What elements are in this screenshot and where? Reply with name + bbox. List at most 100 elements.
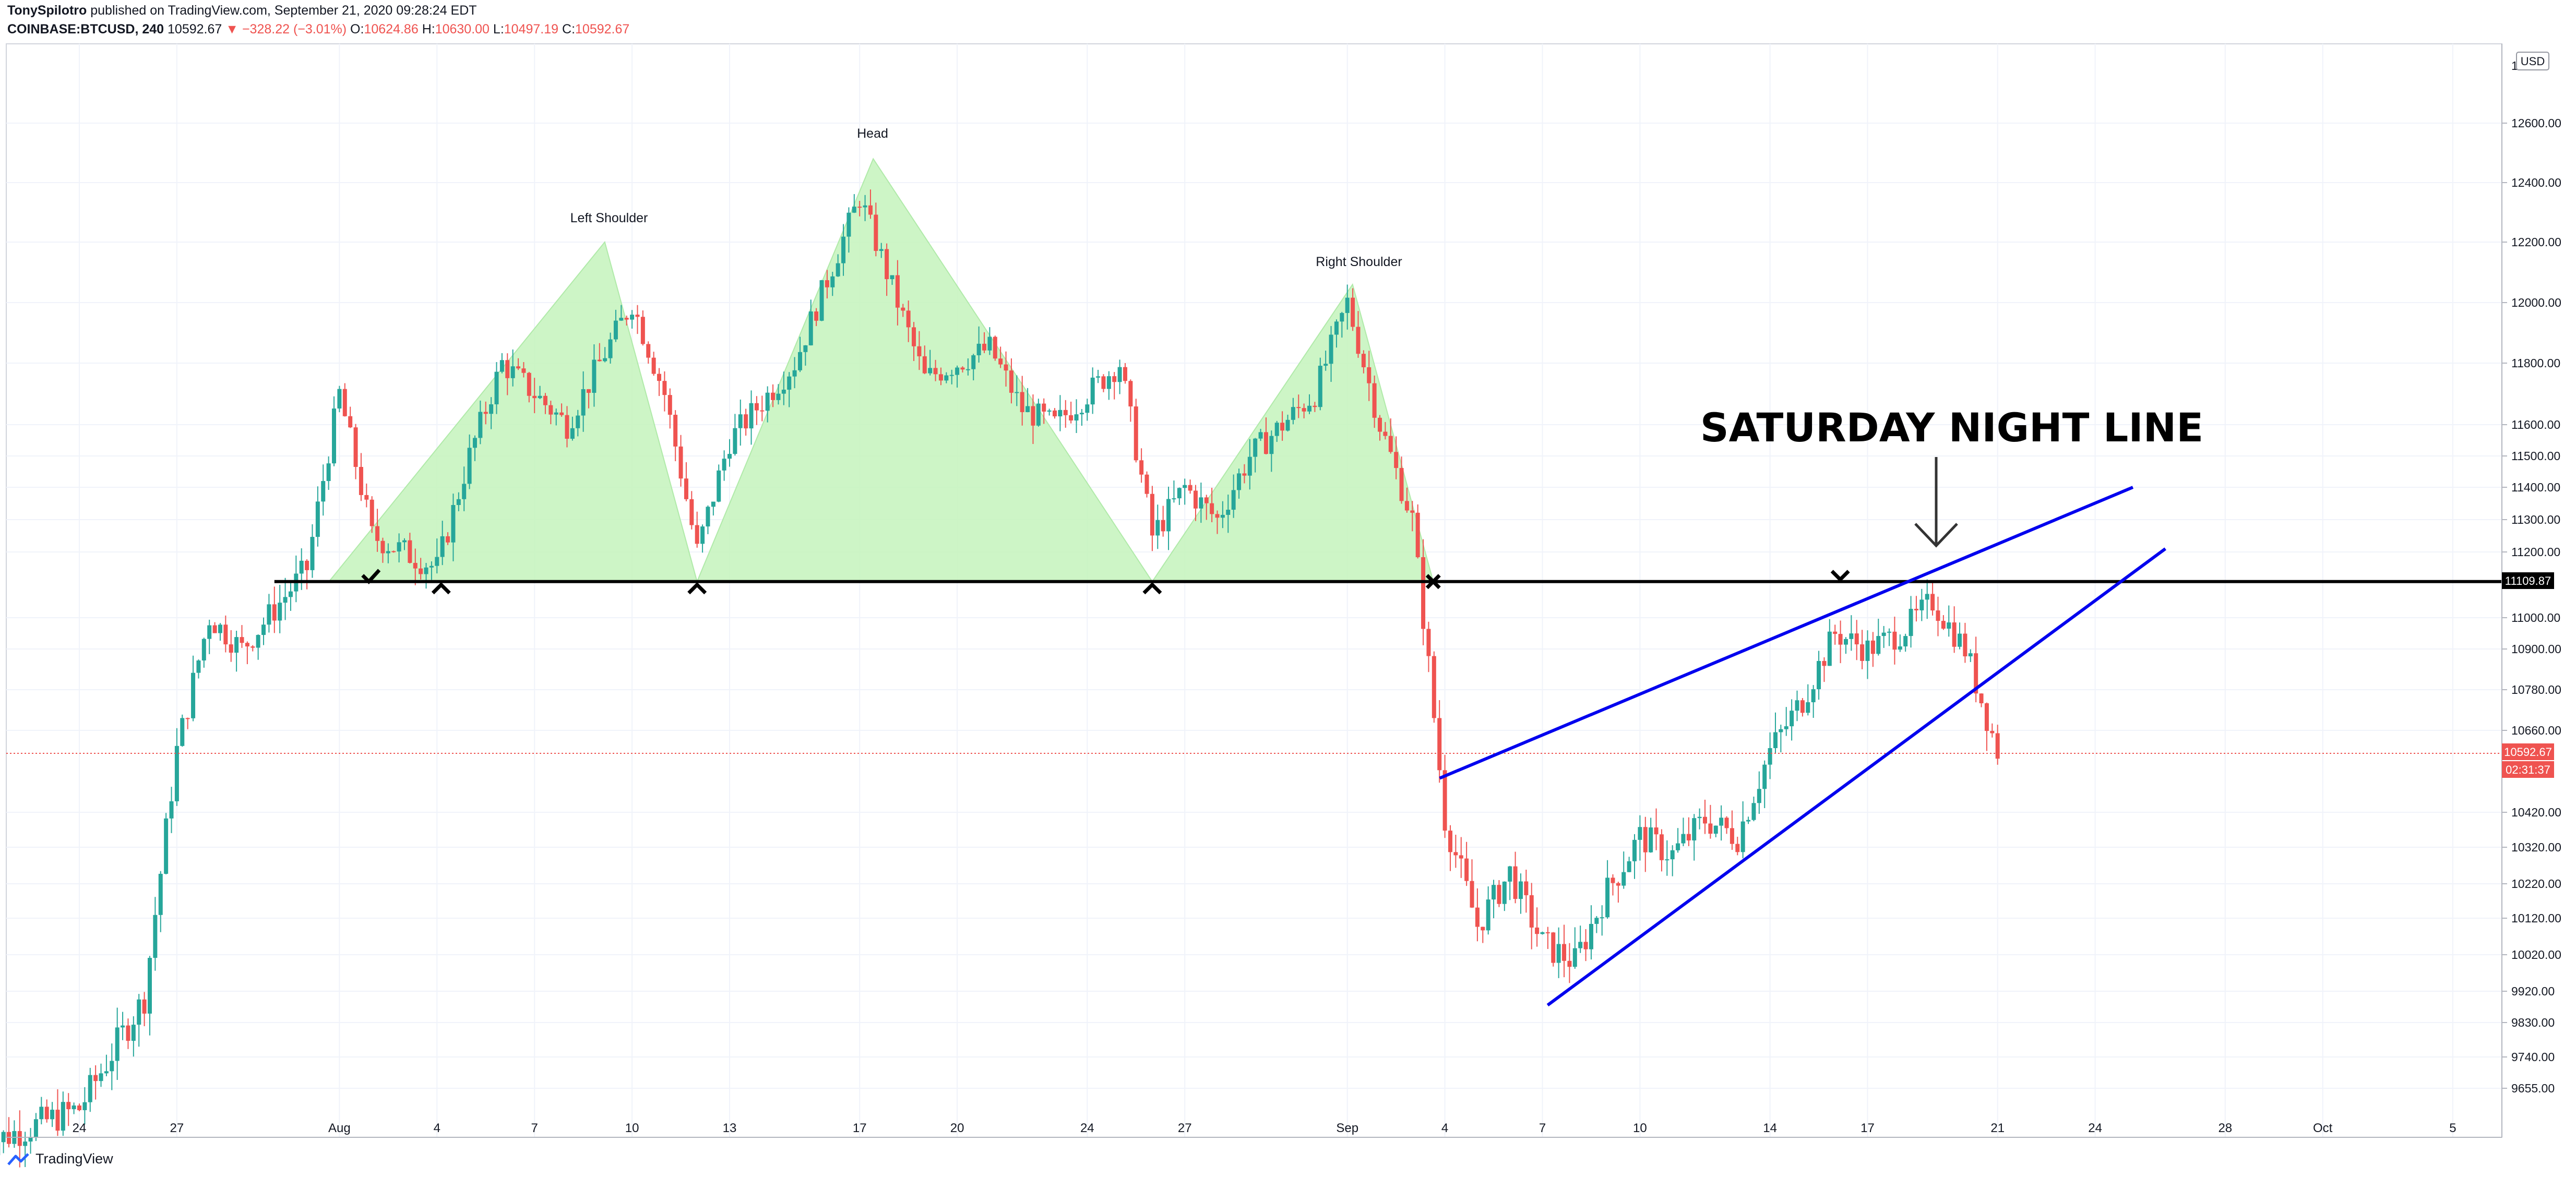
candle-body — [587, 389, 591, 393]
author-name[interactable]: TonySpilotro — [7, 3, 87, 18]
candle-body — [1713, 825, 1718, 834]
candles — [0, 189, 2000, 1168]
candle-body — [787, 376, 792, 390]
candle-body — [744, 414, 748, 429]
time-tick-label: 21 — [1990, 1121, 2005, 1135]
candle-body — [1372, 383, 1377, 418]
candle-body — [1199, 497, 1203, 509]
candle-body — [1340, 312, 1344, 322]
candle-body — [808, 311, 813, 345]
candle-body — [928, 368, 933, 374]
candle-body — [71, 1105, 76, 1110]
time-axis[interactable]: 24 27 Aug 4 7 10 13 17 20 24 27 Sep 4 7 10 14 17 21 24 28 Oc… — [6, 1121, 2502, 1138]
candle-body — [922, 356, 927, 374]
price-tick-label: 10120.00 — [2511, 911, 2561, 925]
candle-body — [1150, 494, 1154, 536]
candle-body — [348, 416, 353, 428]
currency-badge[interactable]: USD — [2516, 52, 2549, 70]
candle-body — [912, 327, 916, 346]
currency-label: USD — [2521, 55, 2545, 68]
candle-body — [1795, 700, 1799, 711]
candle-body — [499, 360, 504, 372]
candle-body — [1090, 377, 1095, 405]
tradingview-logo-icon — [7, 1152, 29, 1165]
candle-body — [1719, 818, 1724, 826]
candle-body — [1215, 514, 1220, 518]
candle-body — [315, 501, 320, 537]
candle-body — [44, 1107, 49, 1120]
candle-body — [597, 359, 602, 362]
candle-body — [408, 540, 412, 563]
candle-body — [1101, 376, 1106, 389]
candle-body — [55, 1110, 60, 1131]
tradingview-footer[interactable]: TradingView — [7, 1151, 113, 1167]
time-tick-label: 4 — [434, 1121, 440, 1135]
time-tick-label: 7 — [1539, 1121, 1546, 1135]
head-shoulders-pattern — [328, 158, 1434, 583]
candle-body — [218, 624, 222, 633]
candle-body — [39, 1107, 44, 1120]
neckline-touch-mark — [1142, 582, 1162, 595]
price-tick-label: 10220.00 — [2511, 877, 2561, 891]
candle-body — [1773, 732, 1778, 748]
price-axis[interactable]: 9655.00 9740.00 9830.00 9920.00 10020.00 1012… — [2501, 44, 2561, 1137]
candle-body — [1627, 861, 1631, 872]
candle-body — [121, 1025, 125, 1028]
candle-body — [960, 367, 965, 370]
price-tick-label: 11600.00 — [2511, 418, 2560, 431]
candle-body — [1242, 473, 1247, 476]
high-label: H: — [422, 22, 435, 37]
price-tick-label: 10320.00 — [2511, 840, 2561, 854]
candle-body — [1378, 417, 1382, 432]
candle-body — [728, 454, 732, 459]
candle-body — [733, 428, 737, 454]
candle-body — [852, 207, 856, 213]
time-tick-label: 17 — [853, 1121, 867, 1135]
chart-grid — [6, 43, 2502, 1138]
candle-body — [1404, 501, 1409, 511]
candle-body — [380, 540, 385, 554]
candle-body — [1220, 514, 1225, 518]
candle-body — [66, 1102, 71, 1110]
candle-body — [1513, 866, 1518, 899]
candle-body — [1811, 689, 1816, 703]
candle-body — [1015, 392, 1019, 393]
candle-body — [1833, 631, 1838, 634]
close-value: 10592.67 — [575, 22, 630, 37]
time-tick-label: Sep — [1336, 1121, 1358, 1135]
neckline-break-mark — [1425, 574, 1441, 590]
candle-body — [1925, 594, 1929, 600]
candle-body — [1686, 834, 1691, 840]
trend-lines — [6, 486, 2502, 1007]
candle-body — [938, 374, 943, 381]
candle-body — [1654, 827, 1659, 835]
candle-body — [841, 236, 846, 263]
candle-body — [689, 499, 694, 525]
candle-body — [1453, 852, 1458, 856]
candle-body — [1567, 960, 1572, 967]
candle-body — [402, 540, 407, 543]
candle-body — [814, 311, 819, 321]
neckline-price-tag: 11109.87 — [2502, 572, 2554, 589]
wedge-lower-line — [1546, 547, 2166, 1007]
candle-body — [310, 537, 315, 570]
candle-body — [825, 280, 829, 287]
candle-body — [1751, 803, 1756, 820]
candle-body — [673, 415, 678, 447]
candle-body — [510, 366, 515, 378]
brand-name: TradingView — [35, 1151, 113, 1167]
candle-body — [1036, 403, 1041, 426]
candle-body — [1870, 640, 1875, 654]
candle-body — [305, 560, 309, 570]
candle-body — [1361, 354, 1366, 367]
neckline-touch-mark — [431, 582, 451, 595]
symbol-label[interactable]: COINBASE:BTCUSD, 240 — [7, 22, 164, 37]
candle-body — [1860, 644, 1865, 661]
candle-body — [1074, 414, 1079, 420]
candle-body — [1697, 816, 1702, 819]
candle-body — [1437, 718, 1442, 771]
left-shoulder-label: Left Shoulder — [570, 211, 648, 225]
candle-body — [1459, 855, 1463, 859]
candle-body — [299, 560, 304, 574]
